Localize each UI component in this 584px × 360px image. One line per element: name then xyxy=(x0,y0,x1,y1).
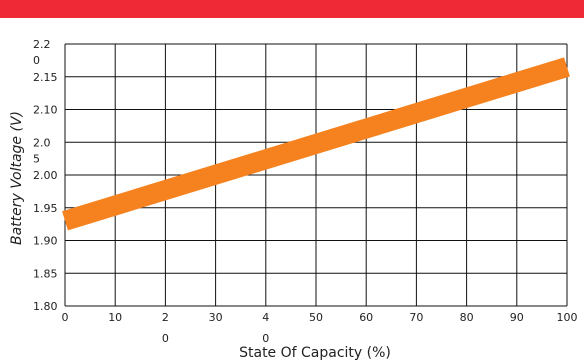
y-tick-label: 2.00 xyxy=(33,169,58,182)
y-tick-label: 2.2 0 xyxy=(33,38,51,67)
x-tick-label: 100 xyxy=(557,311,578,324)
chart-series xyxy=(62,57,570,231)
y-tick-labels: 1.80 1.85 1.90 1.95 2.00 2.0 5 2.10 2.15 2.2 0 xyxy=(33,38,58,313)
top-accent-bar xyxy=(0,0,584,18)
y-axis-label: Battery Voltage (V) xyxy=(9,111,25,245)
x-tick-label: 80 xyxy=(460,311,474,324)
y-tick-label: 2.0 5 xyxy=(33,136,51,165)
y-tick-label: 2.15 xyxy=(33,71,58,84)
y-tick-label: 2.10 xyxy=(33,104,58,117)
x-tick-label: 10 xyxy=(108,311,122,324)
y-tick-label: 1.90 xyxy=(33,235,58,248)
x-tick-label: 90 xyxy=(510,311,524,324)
y-tick-label: 1.85 xyxy=(33,267,58,280)
x-tick-label: 0 xyxy=(62,311,69,324)
x-axis-label: State Of Capacity (%) xyxy=(239,345,391,360)
y-tick-label: 1.95 xyxy=(33,202,58,215)
x-tick-labels: 0 10 2 0 30 4 0 50 60 70 80 90 100 xyxy=(62,311,578,345)
x-tick-label: 70 xyxy=(409,311,423,324)
x-tick-label: 30 xyxy=(209,311,223,324)
x-tick-label: 60 xyxy=(359,311,373,324)
x-tick-label: 50 xyxy=(309,311,323,324)
voltage-series-line xyxy=(62,57,570,231)
y-tick-label: 1.80 xyxy=(33,300,58,313)
